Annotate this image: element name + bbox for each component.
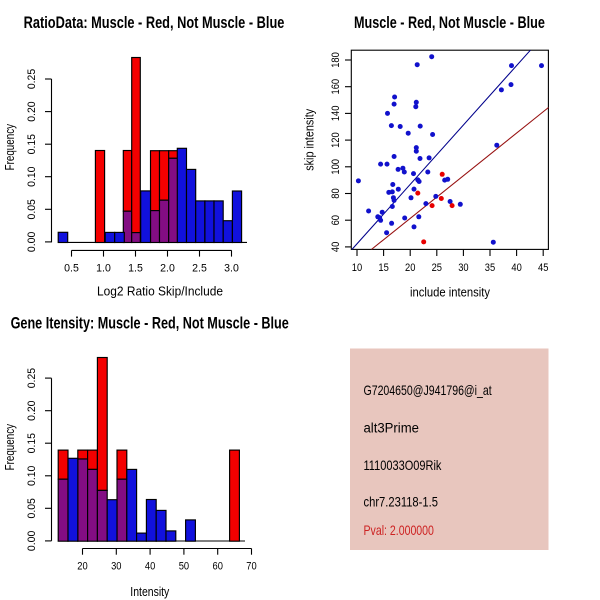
svg-text:2.5: 2.5 [192,262,207,274]
svg-text:Frequency: Frequency [4,424,18,471]
svg-text:G7204650@J941796@i_at: G7204650@J941796@i_at [364,383,493,399]
svg-text:40: 40 [145,561,156,573]
svg-text:include intensity: include intensity [410,285,491,300]
svg-text:50: 50 [179,561,190,573]
svg-text:1110033O09Rik: 1110033O09Rik [364,458,443,473]
svg-text:Log2 Ratio Skip/Include: Log2 Ratio Skip/Include [97,284,223,299]
svg-text:0.05: 0.05 [26,199,38,219]
svg-text:Frequency: Frequency [4,124,18,171]
svg-text:80: 80 [330,188,342,199]
svg-text:15: 15 [378,262,389,274]
svg-text:2.0: 2.0 [160,262,175,274]
svg-text:0.05: 0.05 [26,498,38,518]
svg-text:60: 60 [330,215,342,226]
svg-text:1.5: 1.5 [128,262,143,274]
svg-text:25: 25 [432,262,443,274]
svg-text:0.5: 0.5 [64,262,79,274]
svg-text:Gene Itensity: Muscle - Red, N: Gene Itensity: Muscle - Red, Not Muscle … [11,314,289,333]
svg-text:30: 30 [458,262,469,274]
svg-text:1.0: 1.0 [96,262,111,274]
svg-text:0.10: 0.10 [26,466,38,486]
svg-text:0.00: 0.00 [26,531,38,551]
svg-text:0.15: 0.15 [26,134,38,154]
svg-text:0.20: 0.20 [26,401,38,421]
svg-text:35: 35 [485,262,496,274]
svg-text:RatioData: Muscle - Red, Not M: RatioData: Muscle - Red, Not Muscle - Bl… [24,13,285,32]
svg-text:30: 30 [111,561,122,573]
svg-text:alt3Prime: alt3Prime [364,420,419,435]
svg-text:Muscle - Red, Not Muscle - Blu: Muscle - Red, Not Muscle - Blue [354,13,545,32]
svg-text:180: 180 [330,52,342,68]
svg-text:10: 10 [352,262,363,274]
svg-text:0.15: 0.15 [26,433,38,453]
svg-text:20: 20 [77,561,88,573]
svg-text:0.25: 0.25 [26,69,38,89]
svg-text:140: 140 [330,105,342,121]
svg-text:0.10: 0.10 [26,167,38,187]
svg-text:Pval: 2.000000: Pval: 2.000000 [364,523,435,539]
svg-text:160: 160 [330,79,342,95]
svg-text:40: 40 [330,241,342,252]
svg-text:chr7.23118-1.5: chr7.23118-1.5 [364,495,439,510]
svg-text:Intensity: Intensity [130,584,169,599]
svg-text:skip intensity: skip intensity [301,109,316,171]
svg-text:70: 70 [246,561,257,573]
svg-text:0.00: 0.00 [26,232,38,252]
svg-text:3.0: 3.0 [224,262,239,274]
svg-text:0.20: 0.20 [26,101,38,121]
svg-text:20: 20 [405,262,416,274]
svg-text:100: 100 [330,159,342,175]
svg-text:45: 45 [538,262,549,274]
svg-text:40: 40 [511,262,522,274]
svg-text:60: 60 [213,561,224,573]
svg-text:0.25: 0.25 [26,368,38,388]
svg-text:120: 120 [330,132,342,148]
